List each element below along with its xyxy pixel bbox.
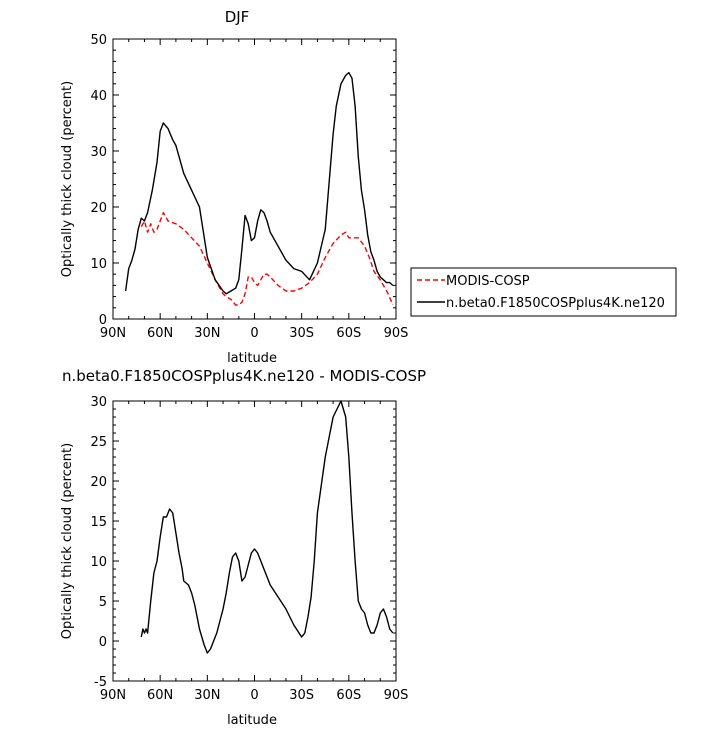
y-tick-label: 10	[90, 555, 107, 570]
y-tick-label: 50	[90, 33, 107, 48]
y-tick-label: 40	[90, 89, 107, 104]
x-tick-label: 30N	[194, 688, 220, 703]
series-line-0	[140, 211, 394, 306]
y-axis-label: Optically thick cloud (percent)	[60, 443, 75, 639]
y-tick-label: 0	[99, 313, 107, 328]
y-tick-label: 20	[90, 201, 107, 216]
plot-frame	[112, 38, 397, 320]
y-tick-label: 10	[90, 257, 107, 272]
x-tick-label: 90S	[384, 688, 409, 703]
chart-difference: n.beta0.F1850COSPplus4K.ne120 - MODIS-CO…	[60, 367, 426, 728]
x-tick-label: 60N	[147, 326, 173, 341]
y-tick-label: -5	[94, 675, 107, 690]
x-tick-label: 60S	[336, 326, 361, 341]
legend-frame	[410, 267, 677, 317]
y-tick-label: 25	[90, 435, 107, 450]
series-line-1	[124, 71, 394, 295]
x-tick-label: 90N	[100, 688, 126, 703]
x-axis-label: latitude	[227, 713, 277, 728]
x-axis-label: latitude	[227, 351, 277, 366]
y-tick-label: 15	[90, 515, 107, 530]
legend-label-model: n.beta0.F1850COSPplus4K.ne120	[446, 296, 665, 311]
x-tick-label: 30N	[194, 326, 220, 341]
x-tick-label: 0	[250, 326, 258, 341]
x-tick-label: 30S	[289, 326, 314, 341]
chart-title: DJF	[225, 8, 250, 26]
x-tick-label: 90N	[100, 326, 126, 341]
x-tick-label: 30S	[289, 688, 314, 703]
y-tick-label: 30	[90, 395, 107, 410]
legend: MODIS-COSP n.beta0.F1850COSPplus4K.ne120	[410, 267, 677, 317]
y-tick-label: 30	[90, 145, 107, 160]
x-tick-label: 60N	[147, 688, 173, 703]
chart-djf: DJF 90N 60N 30N 0 30S 60S 90S 0 10 20 30 40 50 latit…	[60, 8, 677, 366]
series-line-0	[140, 400, 394, 654]
y-tick-label: 0	[99, 635, 107, 650]
x-tick-label: 60S	[336, 688, 361, 703]
chart-title: n.beta0.F1850COSPplus4K.ne120 - MODIS-CO…	[62, 367, 426, 385]
x-tick-label: 0	[250, 688, 258, 703]
legend-label-modis: MODIS-COSP	[446, 274, 530, 289]
x-tick-label: 90S	[384, 326, 409, 341]
y-axis-label: Optically thick cloud (percent)	[60, 81, 75, 277]
y-tick-label: 20	[90, 475, 107, 490]
y-tick-label: 5	[99, 595, 107, 610]
